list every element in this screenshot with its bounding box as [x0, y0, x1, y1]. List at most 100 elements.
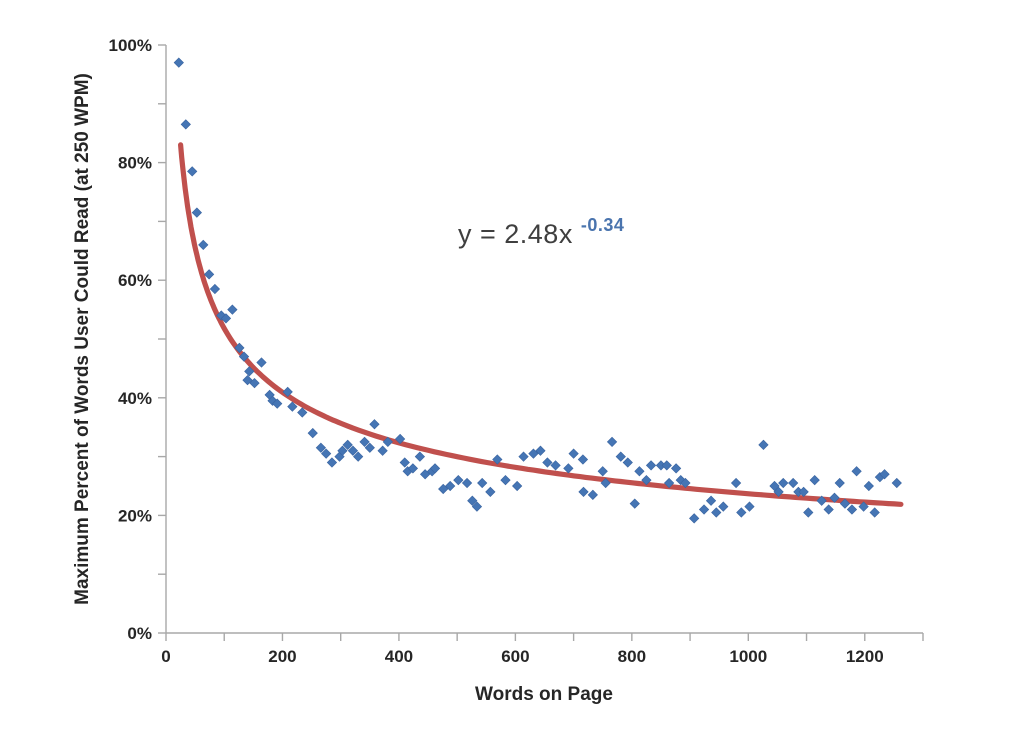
- data-point: [420, 469, 431, 480]
- data-point: [629, 498, 640, 509]
- data-point: [326, 457, 338, 468]
- data-point: [272, 398, 283, 409]
- data-point: [453, 474, 464, 486]
- data-point: [364, 442, 375, 453]
- data-point: [803, 507, 814, 518]
- y-tick-label: 0%: [127, 624, 152, 643]
- x-tick-label: 1200: [846, 647, 884, 666]
- data-point: [342, 439, 353, 450]
- x-tick-label: 400: [385, 647, 413, 666]
- data-point: [242, 375, 253, 386]
- data-point: [736, 507, 747, 518]
- data-point: [445, 480, 456, 492]
- trendline-equation: y = 2.48x -0.34: [458, 215, 624, 249]
- data-point: [798, 486, 809, 498]
- data-point: [600, 477, 611, 489]
- data-point: [220, 313, 232, 324]
- data-point: [337, 445, 348, 456]
- data-point: [477, 477, 488, 489]
- data-point: [661, 460, 672, 471]
- data-point: [535, 445, 546, 456]
- data-point: [863, 480, 874, 492]
- trendline-equation-exponent: -0.34: [581, 215, 625, 235]
- data-point: [191, 207, 202, 218]
- x-axis-title: Words on Page: [475, 684, 613, 705]
- y-axis-title: Maximum Percent of Words User Could Read…: [72, 73, 93, 605]
- data-point: [528, 448, 539, 459]
- y-axis: 0% 20% 40% 60% 80% 100%: [109, 36, 167, 643]
- data-point: [518, 451, 529, 462]
- data-point: [467, 495, 478, 506]
- data-point: [597, 466, 608, 477]
- x-tick-label: 200: [268, 647, 296, 666]
- data-point: [846, 504, 858, 515]
- data-point: [809, 474, 820, 486]
- data-point: [778, 477, 789, 489]
- data-point: [238, 351, 250, 362]
- data-point: [256, 357, 267, 368]
- data-point: [414, 451, 426, 462]
- data-point: [353, 451, 364, 462]
- data-point: [438, 483, 449, 495]
- data-point: [244, 366, 255, 377]
- data-point: [461, 477, 473, 489]
- data-point: [858, 501, 869, 512]
- data-point: [568, 448, 579, 459]
- data-point: [577, 454, 589, 465]
- trendline-curve: [178, 142, 904, 507]
- data-point: [879, 469, 890, 480]
- data-point: [227, 304, 238, 315]
- data-point: [680, 477, 691, 489]
- data-point: [663, 477, 675, 489]
- data-point: [606, 436, 618, 448]
- data-point: [587, 489, 598, 500]
- data-point: [641, 474, 652, 486]
- data-point: [399, 457, 410, 468]
- data-point: [429, 463, 441, 474]
- data-point: [307, 427, 318, 439]
- x-tick-label: 1000: [729, 647, 767, 666]
- data-point: [615, 451, 626, 462]
- y-tick-label: 40%: [118, 389, 152, 408]
- data-point: [542, 457, 553, 468]
- data-point: [689, 513, 700, 524]
- data-point: [891, 477, 902, 489]
- data-point: [718, 501, 729, 512]
- data-point: [823, 504, 834, 515]
- data-point: [492, 454, 503, 465]
- data-point: [512, 480, 523, 492]
- data-point: [394, 433, 406, 445]
- data-point: [730, 477, 742, 489]
- data-point: [203, 269, 215, 280]
- data-point: [744, 501, 755, 512]
- x-axis: 0 200 400 600 800 1000 1200: [161, 632, 924, 666]
- data-point: [297, 407, 308, 418]
- data-point: [563, 463, 574, 474]
- data-point: [359, 436, 370, 448]
- data-point: [500, 474, 511, 486]
- data-point: [282, 386, 293, 398]
- data-point: [758, 439, 769, 450]
- data-point: [347, 445, 359, 456]
- data-point: [485, 486, 496, 498]
- data-point: [180, 119, 191, 130]
- data-point: [788, 477, 799, 489]
- data-point: [829, 492, 840, 503]
- data-point: [198, 239, 209, 251]
- x-tick-label: 0: [161, 647, 170, 666]
- data-point: [816, 495, 827, 506]
- data-point: [773, 486, 784, 498]
- data-point: [698, 504, 710, 515]
- data-point: [369, 419, 380, 430]
- data-point: [711, 507, 722, 518]
- data-point: [705, 495, 717, 506]
- x-tick-label: 600: [501, 647, 529, 666]
- data-point: [622, 457, 633, 468]
- data-point: [209, 283, 221, 295]
- data-point: [382, 436, 393, 448]
- data-point: [249, 377, 260, 389]
- y-tick-label: 60%: [118, 271, 152, 290]
- data-point: [471, 501, 483, 512]
